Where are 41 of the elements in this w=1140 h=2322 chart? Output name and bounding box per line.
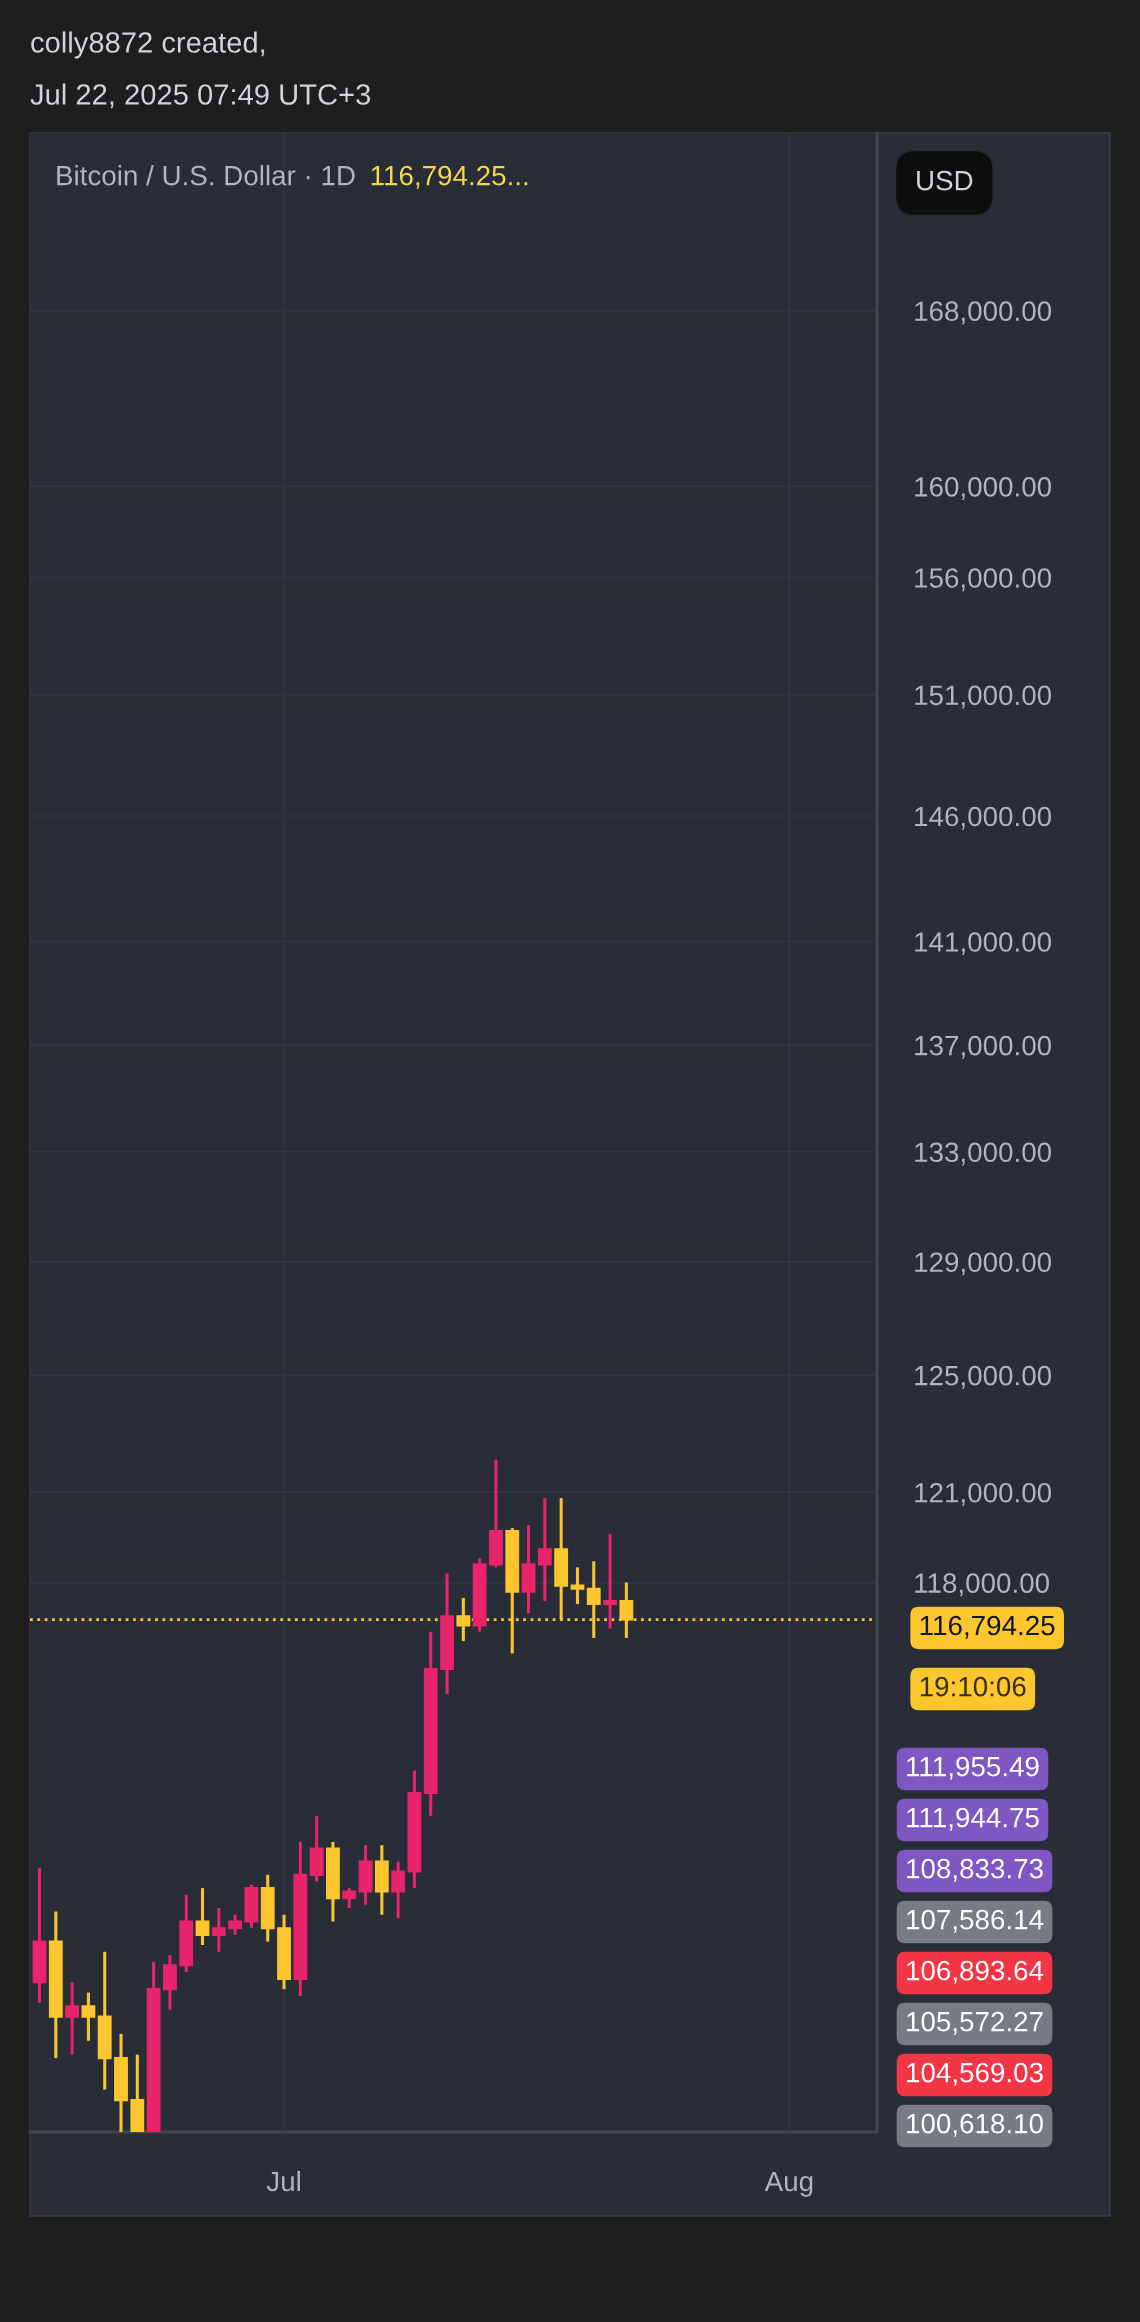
text: 111,944.75 xyxy=(907,1807,1039,1831)
text: Jul 22, 2025 07:49 UTC+3 xyxy=(30,83,371,109)
text: colly8872 created, xyxy=(31,31,265,59)
text: 106,893.64 xyxy=(907,1960,1044,1984)
candlestick xyxy=(81,1992,96,2041)
candlestick xyxy=(570,1567,585,1605)
candlestick xyxy=(603,1534,617,1629)
y-tick-label: 156,000.00 xyxy=(915,568,1052,592)
y-tick-label: 133,000.00 xyxy=(915,1142,1052,1166)
text: 104,569.03 xyxy=(907,2062,1043,2086)
y-tick-label: 118,000.00 xyxy=(915,1573,1049,1597)
candlestick xyxy=(342,1888,357,1910)
y-tick-label: 129,000.00 xyxy=(915,1252,1052,1276)
text: 107,586.14 xyxy=(907,1909,1044,1933)
x-tick-label: Aug xyxy=(764,2171,813,2197)
y-tick-label: 146,000.00 xyxy=(915,806,1052,830)
candlestick xyxy=(537,1498,552,1601)
text: 111,955.49 xyxy=(907,1756,1039,1780)
y-tick-label: 151,000.00 xyxy=(915,685,1052,709)
y-tick-label: 141,000.00 xyxy=(915,932,1052,956)
text: 116,794.25... xyxy=(371,165,528,189)
ref-line-label: 116,794.25 xyxy=(920,1615,1055,1639)
candlestick xyxy=(195,1888,210,1946)
y-tick-label: 160,000.00 xyxy=(915,477,1052,500)
text: 19:10:06 xyxy=(920,1676,1026,1697)
candlestick xyxy=(391,1861,406,1920)
candlestick xyxy=(228,1913,243,1935)
text: USD xyxy=(917,170,973,191)
text: 108,833.73 xyxy=(907,1858,1043,1882)
candlestick xyxy=(211,1908,226,1952)
candlestick xyxy=(65,1982,80,2055)
text: 105,572.27 xyxy=(907,2011,1043,2035)
candlestick xyxy=(456,1596,471,1643)
y-tick-label: 121,000.00 xyxy=(915,1482,1052,1506)
y-tick-label: 168,000.00 xyxy=(915,301,1052,325)
y-tick-label: 137,000.00 xyxy=(915,1035,1052,1059)
text: 100,618.10 xyxy=(907,2113,1043,2137)
x-tick-label: Jul xyxy=(266,2170,300,2192)
text: Bitcoin / U.S. Dollar · 1D xyxy=(57,165,355,186)
y-tick-label: 125,000.00 xyxy=(915,1365,1052,1389)
candlestick xyxy=(163,1955,177,2010)
